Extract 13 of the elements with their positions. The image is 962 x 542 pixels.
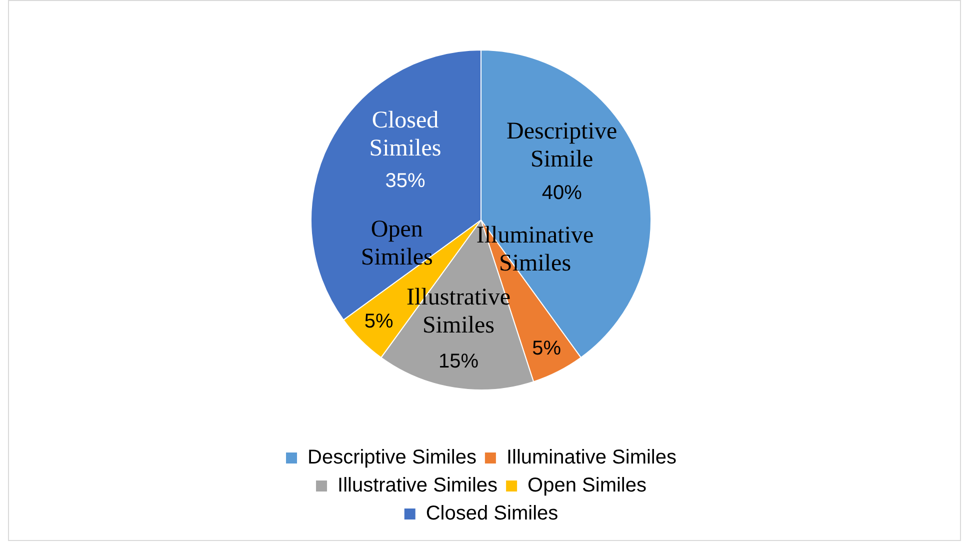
text: Open Similes (360, 216, 433, 270)
legend-label: Illustrative Similes (338, 474, 498, 497)
text: Closed Similes (369, 107, 442, 162)
data-label: 35% (385, 170, 426, 192)
text: Descriptive Simile (506, 118, 618, 173)
data-label: 15% (438, 350, 479, 373)
data-label: 40% (542, 182, 582, 204)
legend-label: Descriptive Similes (308, 446, 476, 469)
data-label: 5% (532, 337, 562, 360)
legend-label: Closed Similes (426, 502, 558, 525)
legend-label: Open Similes (528, 474, 646, 497)
data-label: 5% (364, 310, 394, 333)
legend-label: Illuminative Similes (506, 446, 676, 469)
